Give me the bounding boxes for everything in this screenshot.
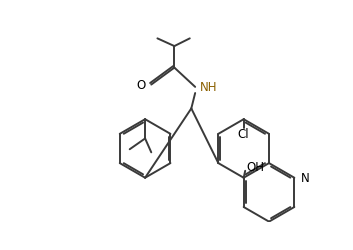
Text: OH: OH	[246, 161, 264, 174]
Text: N: N	[301, 172, 310, 184]
Text: Cl: Cl	[238, 127, 250, 140]
Text: O: O	[137, 79, 146, 92]
Text: NH: NH	[200, 81, 217, 94]
